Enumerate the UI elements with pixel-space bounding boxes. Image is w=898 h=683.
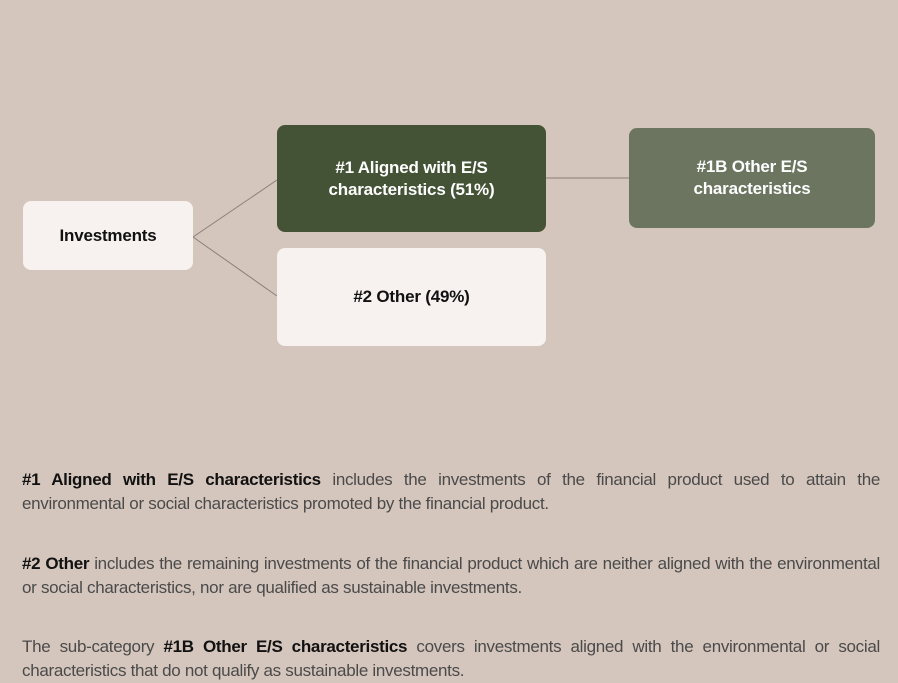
paragraph: The sub-category #1B Other E/S character… (22, 635, 880, 683)
node: #1 Aligned with E/S characteristics (51%… (277, 125, 546, 232)
paragraph: #2 Other includes the remaining investme… (22, 552, 880, 600)
connector (192, 236, 278, 297)
paragraph: #1 Aligned with E/S characteristics incl… (22, 468, 880, 516)
connector (192, 179, 278, 238)
node: Investments (23, 201, 193, 270)
node: #1B Other E/S characteristics (629, 128, 875, 228)
term: #1B Other E/S characteristics (163, 637, 408, 656)
text: includes the investments of the financia… (22, 470, 880, 513)
term: #1 Aligned with E/S characteristics (22, 470, 321, 489)
text: includes the remaining investments of th… (22, 554, 880, 597)
lead: The sub-category (22, 637, 155, 656)
node: #2 Other (49%) (277, 248, 546, 346)
text: covers investments aligned with the envi… (22, 637, 880, 680)
term: #2 Other (22, 554, 90, 573)
